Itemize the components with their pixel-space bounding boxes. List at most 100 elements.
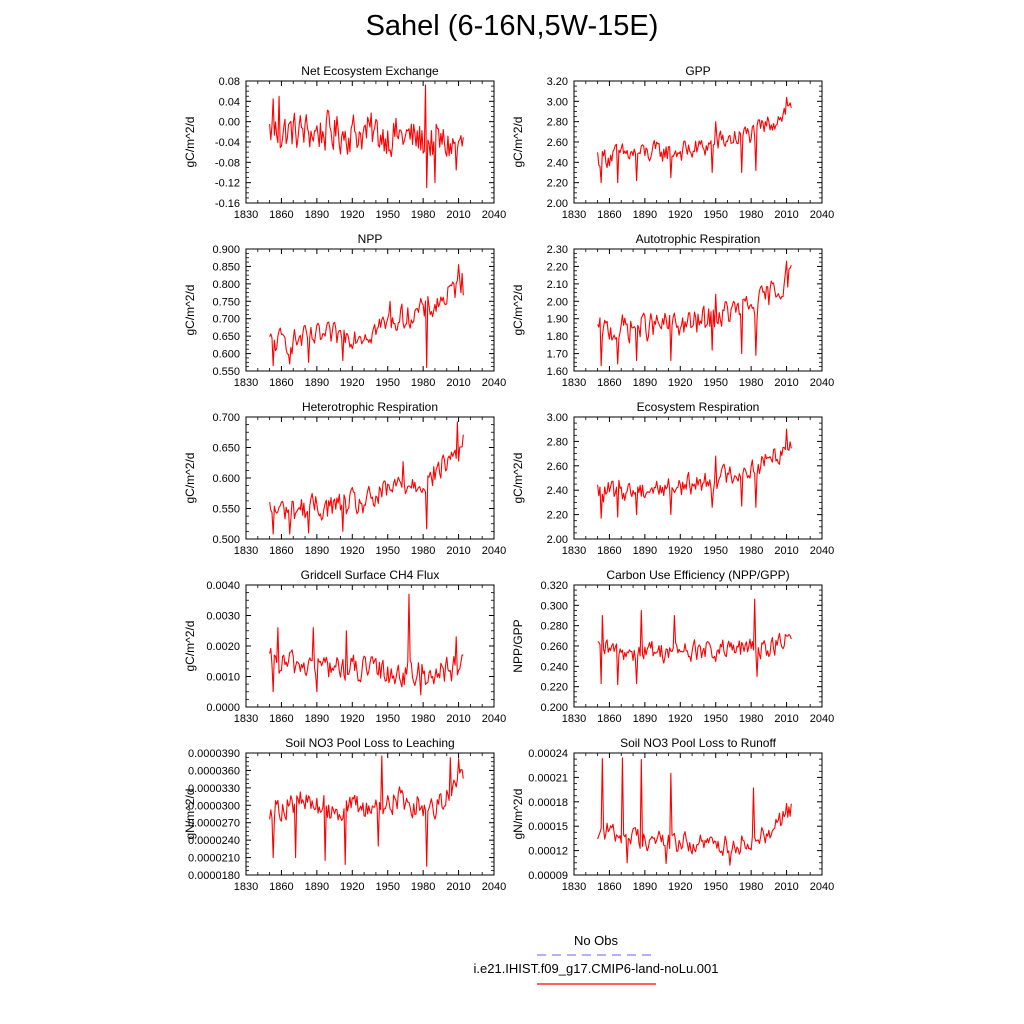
x-tick-label: 2040 xyxy=(810,209,834,221)
y-tick-label: 0.260 xyxy=(540,641,568,653)
y-tick-label: 2.00 xyxy=(547,296,568,308)
y-tick-label: 0.0000 xyxy=(206,702,240,714)
chart-title: GPP xyxy=(685,64,710,78)
x-tick-label: 2010 xyxy=(446,209,470,221)
x-tick-label: 1980 xyxy=(411,713,435,725)
x-tick-label: 2040 xyxy=(482,545,506,557)
x-tick-label: 1830 xyxy=(234,209,258,221)
x-tick-label: 1860 xyxy=(597,545,621,557)
y-tick-label: 0.700 xyxy=(212,314,240,326)
x-tick-label: 1980 xyxy=(411,377,435,389)
chart-title: Soil NO3 Pool Loss to Runoff xyxy=(620,736,777,750)
x-tick-label: 1980 xyxy=(739,377,763,389)
x-tick-label: 1890 xyxy=(305,713,329,725)
chart-title: Heterotrophic Respiration xyxy=(302,400,438,414)
x-tick-label: 2010 xyxy=(774,713,798,725)
chart-title: Net Ecosystem Exchange xyxy=(301,64,439,78)
series-line xyxy=(597,260,792,367)
y-tick-label: 0.04 xyxy=(219,96,240,108)
x-tick-label: 1860 xyxy=(269,713,293,725)
series-line xyxy=(269,593,464,696)
legend-label-no-obs: No Obs xyxy=(574,933,619,948)
y-axis-label: gN/m^2/d xyxy=(183,789,197,840)
x-tick-label: 1920 xyxy=(340,881,364,893)
x-tick-label: 1830 xyxy=(562,881,586,893)
x-tick-label: 1860 xyxy=(597,209,621,221)
y-tick-label: 3.00 xyxy=(547,412,568,424)
x-tick-label: 1950 xyxy=(703,377,727,389)
x-tick-label: 1920 xyxy=(668,209,692,221)
x-tick-label: 1860 xyxy=(269,545,293,557)
y-tick-label: 0.0000270 xyxy=(188,818,240,830)
x-tick-label: 1980 xyxy=(739,881,763,893)
series-line xyxy=(269,421,464,535)
plot-frame xyxy=(573,248,823,372)
plot-frame xyxy=(573,80,823,204)
y-tick-label: 0.600 xyxy=(212,349,240,361)
series-line xyxy=(269,84,464,189)
y-tick-label: 0.850 xyxy=(212,261,240,273)
y-tick-label: 0.550 xyxy=(212,504,240,516)
y-tick-label: 2.20 xyxy=(547,261,568,273)
plot-frame xyxy=(245,752,495,876)
y-tick-label: 2.80 xyxy=(547,436,568,448)
y-tick-label: 0.240 xyxy=(540,661,568,673)
x-tick-label: 2010 xyxy=(774,545,798,557)
x-tick-label: 1980 xyxy=(739,545,763,557)
x-tick-label: 1920 xyxy=(340,377,364,389)
y-tick-label: 0.650 xyxy=(212,331,240,343)
y-axis-label: gC/m^2/d xyxy=(511,117,525,168)
y-tick-label: 0.0040 xyxy=(206,580,240,592)
y-tick-label: 2.20 xyxy=(547,510,568,522)
x-tick-label: 1920 xyxy=(668,881,692,893)
y-tick-label: 0.900 xyxy=(212,244,240,256)
x-tick-label: 2010 xyxy=(446,713,470,725)
x-tick-label: 1950 xyxy=(703,545,727,557)
y-axis-label: gN/m^2/d xyxy=(511,789,525,840)
y-tick-label: 0.0000210 xyxy=(188,853,240,865)
chart-title: Autotrophic Respiration xyxy=(636,232,761,246)
y-tick-label: 2.00 xyxy=(547,198,568,210)
x-tick-label: 1890 xyxy=(633,881,657,893)
y-tick-label: 0.320 xyxy=(540,580,568,592)
x-tick-label: 1890 xyxy=(305,881,329,893)
y-tick-label: 0.00018 xyxy=(528,797,568,809)
series-line xyxy=(597,428,792,519)
x-tick-label: 1980 xyxy=(739,713,763,725)
x-tick-label: 2010 xyxy=(446,545,470,557)
x-tick-label: 1950 xyxy=(703,713,727,725)
legend-label-model: i.e21.IHIST.f09_g17.CMIP6-land-noLu.001 xyxy=(474,961,719,976)
x-tick-label: 2040 xyxy=(810,713,834,725)
y-tick-label: 0.00012 xyxy=(528,846,568,858)
y-tick-label: 0.0000300 xyxy=(188,800,240,812)
x-tick-label: 1950 xyxy=(703,881,727,893)
x-tick-label: 1950 xyxy=(375,377,399,389)
x-tick-label: 1980 xyxy=(411,881,435,893)
x-tick-label: 1860 xyxy=(269,377,293,389)
y-tick-label: 0.220 xyxy=(540,682,568,694)
y-axis-label: gC/m^2/d xyxy=(183,621,197,672)
y-tick-label: 0.0010 xyxy=(206,672,240,684)
y-tick-label: 3.00 xyxy=(547,96,568,108)
x-tick-label: 1920 xyxy=(340,713,364,725)
x-tick-label: 1980 xyxy=(411,209,435,221)
y-tick-label: 0.650 xyxy=(212,443,240,455)
series-line xyxy=(597,96,792,184)
y-tick-label: 0.550 xyxy=(212,366,240,378)
y-tick-label: 3.20 xyxy=(547,76,568,88)
y-axis-label: gC/m^2/d xyxy=(183,285,197,336)
y-tick-label: 0.00024 xyxy=(528,748,568,760)
x-tick-label: 1890 xyxy=(305,545,329,557)
y-tick-label: 0.0020 xyxy=(206,641,240,653)
y-tick-label: 0.08 xyxy=(219,76,240,88)
y-tick-label: -0.12 xyxy=(215,178,240,190)
x-tick-label: 1830 xyxy=(562,545,586,557)
x-tick-label: 2040 xyxy=(810,881,834,893)
series-line xyxy=(597,757,792,866)
x-tick-label: 1920 xyxy=(340,545,364,557)
chart-title: Soil NO3 Pool Loss to Leaching xyxy=(285,736,454,750)
x-tick-label: 1890 xyxy=(633,545,657,557)
chart-title: Carbon Use Efficiency (NPP/GPP) xyxy=(606,568,789,582)
y-tick-label: 2.60 xyxy=(547,461,568,473)
series-line xyxy=(269,264,464,369)
